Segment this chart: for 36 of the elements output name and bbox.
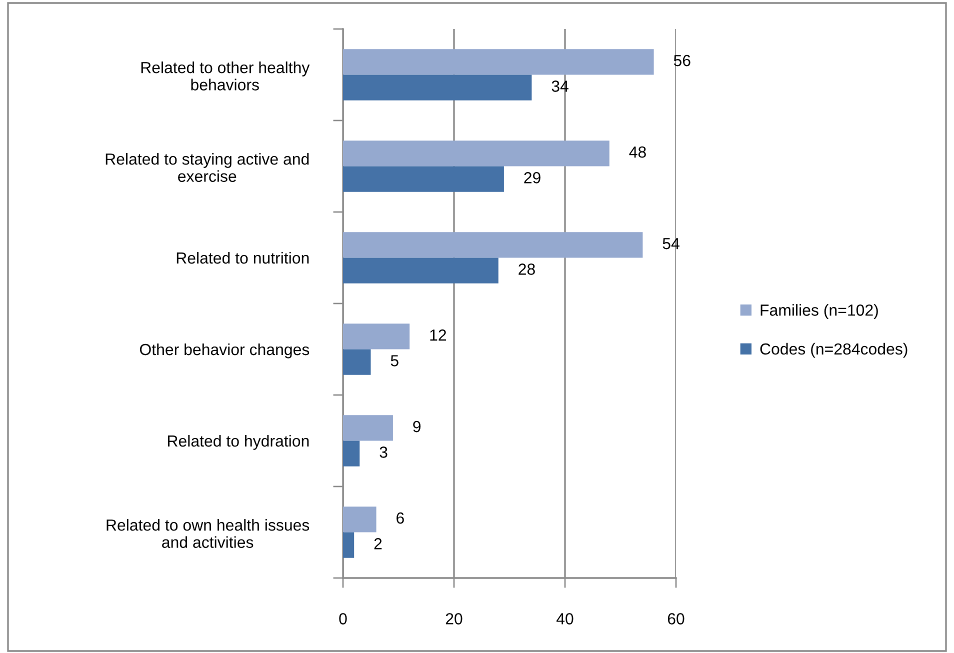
data-label: 2 [374,538,382,550]
y-tick-label: Related to own health issues and activities [106,519,310,548]
bar [343,74,532,100]
y-tick-label: Related to other healthy behaviors [141,62,310,90]
x-tick-label: 20 [446,613,462,624]
bar [343,324,410,350]
x-tick-label: 60 [668,613,684,624]
data-label: 29 [524,172,540,184]
data-label: 6 [396,512,404,524]
x-tick-label: 0 [339,613,347,624]
y-tick-label: Related to nutrition [176,252,309,264]
bar [343,258,498,284]
bar [343,232,643,258]
bar [343,506,376,532]
data-label: 48 [629,146,646,158]
data-label: 3 [380,446,388,458]
bar [343,166,504,192]
bar [343,49,654,75]
bar [343,140,610,166]
y-tick-label: Other behavior changes [140,343,310,358]
legend-label: Families (n=102) [760,304,878,319]
bar [343,440,360,466]
data-label: 5 [390,355,398,366]
data-label: 56 [674,54,690,66]
data-label: 34 [552,80,568,92]
y-tick-label: Related to hydration [168,434,309,450]
bar [343,415,393,441]
bar [343,532,354,558]
data-label: 54 [662,238,680,250]
data-label: 9 [413,420,421,432]
bar [343,349,371,375]
data-label: 28 [518,264,535,275]
legend-label: Codes (n=284codes) [760,342,908,358]
y-tick-label: Related to staying active and exercise [106,153,309,182]
x-tick-label: 40 [556,613,574,624]
data-label: 12 [430,329,446,341]
